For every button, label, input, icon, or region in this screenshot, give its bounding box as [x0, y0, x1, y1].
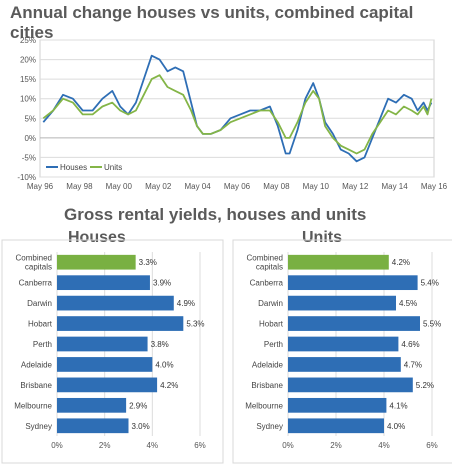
houses-bar: [57, 275, 150, 291]
series-line-units: [42, 74, 433, 155]
units-bar: [288, 254, 389, 270]
houses-category-label: Adelaide: [21, 360, 53, 369]
y-tick-label: 15%: [20, 75, 36, 84]
houses-bar: [57, 397, 127, 413]
x-tick-label: May 10: [303, 182, 330, 191]
y-tick-label: -10%: [17, 173, 36, 182]
houses-bar: [57, 316, 184, 331]
x-tick-label: May 00: [106, 182, 133, 191]
x-tick-label: May 16: [421, 182, 448, 191]
houses-value-label: 4.2%: [160, 381, 178, 390]
y-tick-label: 5%: [24, 114, 36, 123]
units-value-label: 5.2%: [416, 381, 434, 390]
units-bar: [288, 418, 384, 434]
x-tick-label: May 12: [342, 182, 369, 191]
units-value-label: 4.1%: [389, 401, 407, 410]
units-value-label: 4.2%: [392, 258, 410, 267]
x-tick-label: May 96: [27, 182, 54, 191]
houses-x-tick-label: 4%: [147, 441, 159, 450]
legend-label-houses: Houses: [60, 163, 87, 172]
houses-value-label: 4.0%: [155, 360, 173, 369]
units-chart-title: Units: [302, 229, 342, 246]
units-category-label: Darwin: [258, 299, 283, 308]
houses-value-label: 3.8%: [151, 340, 169, 349]
houses-category-label: Combined: [16, 254, 52, 263]
y-tick-label: 20%: [20, 56, 36, 65]
x-tick-label: May 98: [66, 182, 93, 191]
units-category-label: Perth: [264, 340, 283, 349]
units-value-label: 4.5%: [399, 299, 417, 308]
units-bar: [288, 377, 413, 393]
line-chart-title: Annual change houses vs units, combined …: [10, 3, 414, 42]
units-x-tick-label: 4%: [378, 441, 390, 450]
x-tick-label: May 06: [224, 182, 251, 191]
units-bar: [288, 357, 401, 372]
units-x-tick-label: 2%: [330, 441, 342, 450]
houses-value-label: 3.0%: [132, 422, 150, 431]
houses-x-tick-label: 0%: [51, 441, 63, 450]
houses-category-label: Brisbane: [20, 381, 52, 390]
units-value-label: 4.7%: [404, 360, 422, 369]
houses-bar: [57, 377, 158, 393]
units-bar: [288, 295, 396, 311]
houses-value-label: 2.9%: [129, 401, 147, 410]
houses-bar: [57, 357, 153, 372]
units-value-label: 4.0%: [387, 422, 405, 431]
section-title: Gross rental yields, houses and units: [64, 205, 367, 224]
units-category-label: Melbourne: [245, 401, 283, 410]
y-tick-label: 0%: [24, 134, 36, 143]
houses-value-label: 3.9%: [153, 279, 171, 288]
houses-bar: [57, 295, 174, 311]
houses-category-label: capitals: [25, 263, 52, 272]
houses-category-label: Sydney: [25, 422, 52, 431]
units-value-label: 4.6%: [401, 340, 419, 349]
y-tick-label: -5%: [22, 153, 36, 162]
houses-chart-title: Houses: [68, 229, 126, 246]
units-bar: [288, 397, 387, 413]
units-value-label: 5.5%: [423, 320, 441, 329]
legend-label-units: Units: [104, 163, 122, 172]
houses-value-label: 4.9%: [177, 299, 195, 308]
units-panel-frame: [232, 239, 452, 464]
x-tick-label: May 04: [184, 182, 211, 191]
units-category-label: Adelaide: [252, 360, 284, 369]
units-value-label: 5.4%: [421, 279, 439, 288]
houses-bar: [57, 254, 136, 270]
units-category-label: Sydney: [256, 422, 283, 431]
houses-bar: [57, 418, 129, 434]
units-x-tick-label: 6%: [426, 441, 438, 450]
x-tick-label: May 14: [381, 182, 408, 191]
x-tick-label: May 08: [263, 182, 290, 191]
units-category-label: Canberra: [250, 279, 284, 288]
units-x-tick-label: 0%: [282, 441, 294, 450]
houses-value-label: 5.3%: [186, 320, 204, 329]
units-bar: [288, 336, 399, 352]
houses-value-label: 3.3%: [139, 258, 157, 267]
houses-bar: [57, 336, 148, 352]
houses-category-label: Perth: [33, 340, 52, 349]
houses-x-tick-label: 6%: [194, 441, 206, 450]
x-tick-label: May 02: [145, 182, 172, 191]
houses-category-label: Hobart: [28, 320, 53, 329]
y-tick-label: 10%: [20, 95, 36, 104]
houses-category-label: Canberra: [19, 279, 53, 288]
units-bar: [288, 316, 420, 331]
houses-panel-frame: [1, 239, 224, 464]
houses-category-label: Darwin: [27, 299, 52, 308]
y-tick-label: 25%: [20, 36, 36, 45]
units-category-label: Combined: [247, 254, 283, 263]
series-line-houses: [42, 54, 433, 163]
units-bar: [288, 275, 418, 291]
houses-category-label: Melbourne: [14, 401, 52, 410]
units-category-label: Brisbane: [251, 381, 283, 390]
houses-x-tick-label: 2%: [99, 441, 111, 450]
units-category-label: Hobart: [259, 320, 284, 329]
units-category-label: capitals: [256, 263, 283, 272]
